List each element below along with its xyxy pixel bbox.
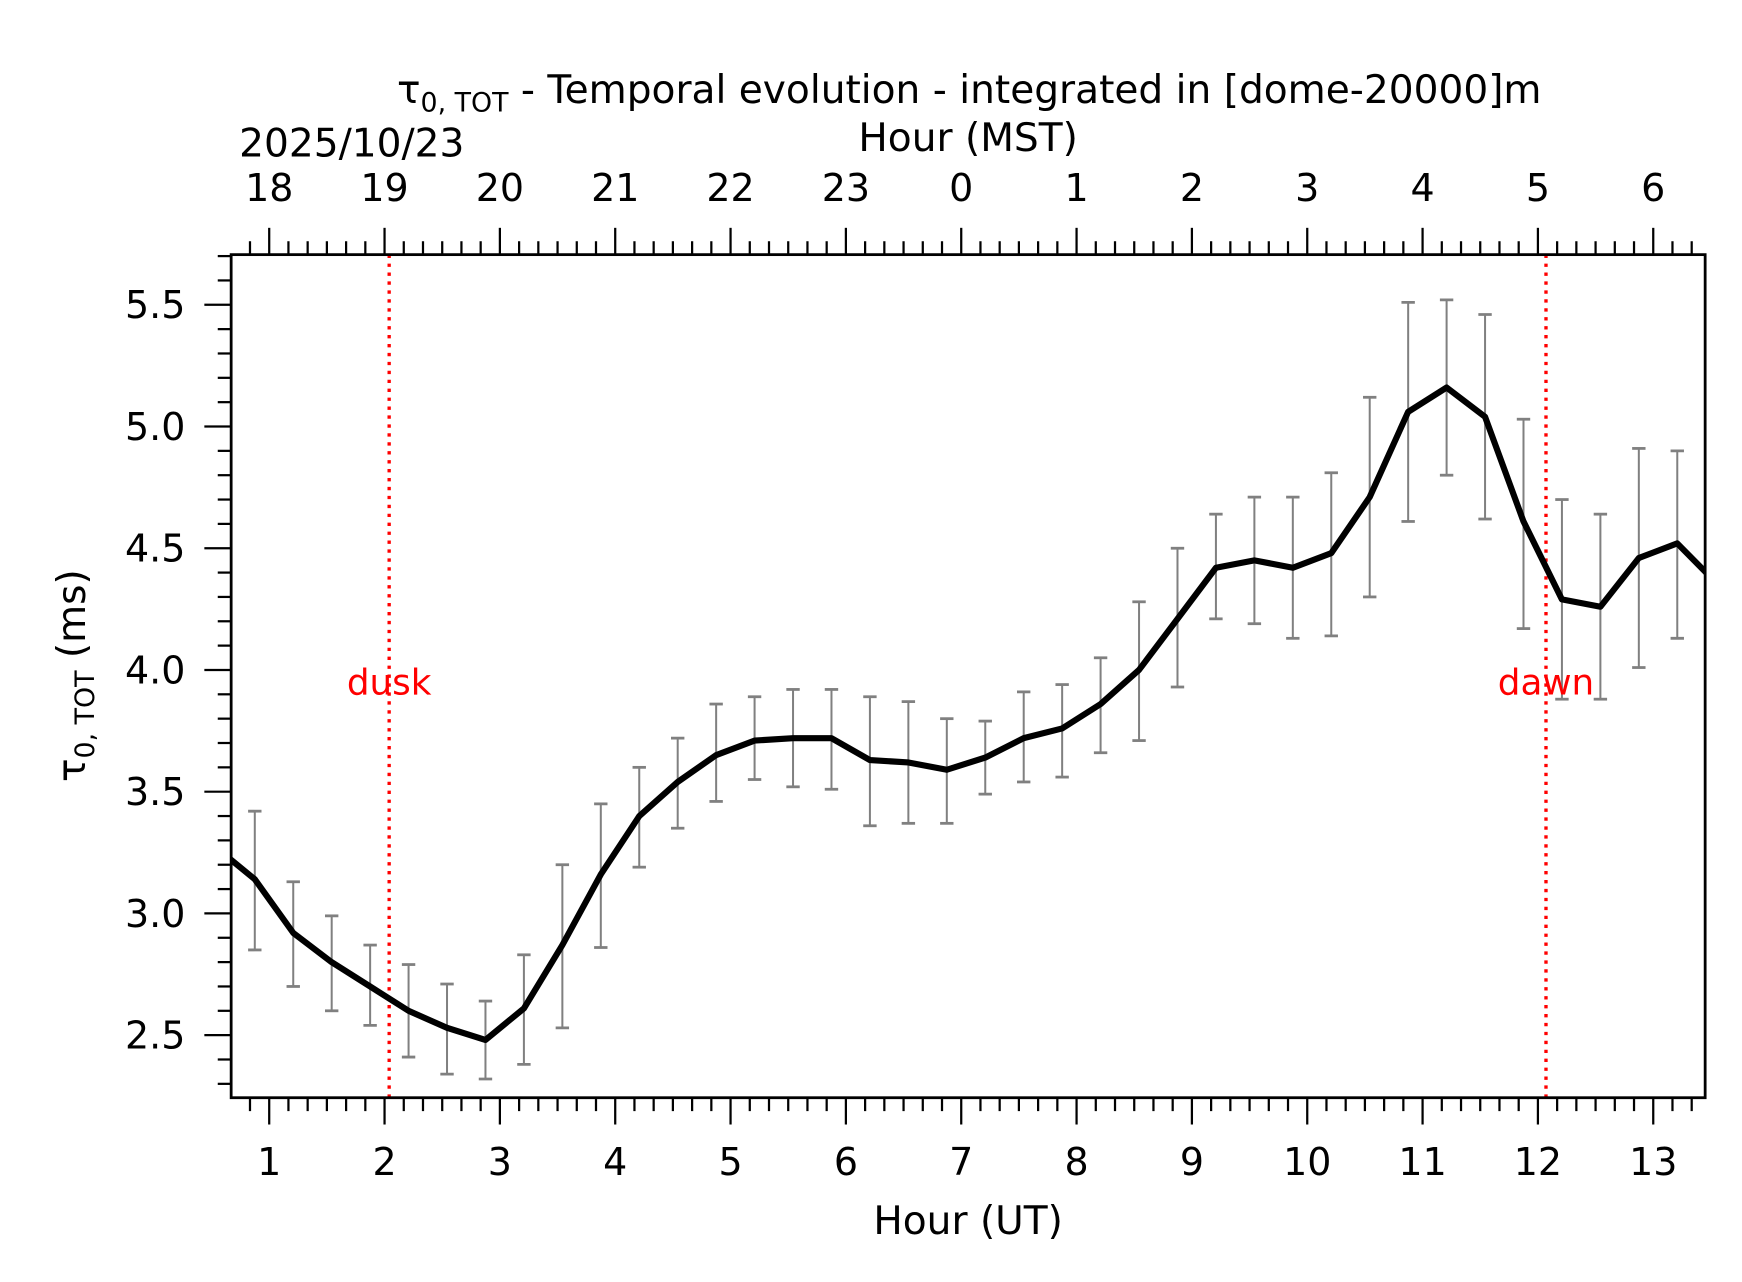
y-tick-label: 3.0 [125, 892, 185, 936]
error-bars [248, 298, 1684, 1081]
x2-tick-label: 19 [360, 166, 408, 210]
x2-axis-label: Hour (MST) [858, 116, 1077, 161]
x2-tick-label: 4 [1410, 166, 1434, 210]
y-axis-label: τ0, TOT (ms) [50, 569, 101, 782]
series-lines [231, 384, 1706, 1044]
x-tick-label: 8 [1064, 1140, 1088, 1184]
x2-tick-label: 2 [1180, 166, 1204, 210]
x-tick-label: 9 [1180, 1140, 1204, 1184]
x2-tick-label: 20 [476, 166, 524, 210]
x-tick-label: 6 [834, 1140, 858, 1184]
x2-tick-label: 18 [245, 166, 293, 210]
x-tick-label: 2 [372, 1140, 396, 1184]
series-line-tau0_tot [231, 384, 1706, 1044]
y-tick-label: 3.5 [125, 770, 185, 814]
markers [387, 254, 1548, 1098]
x2-tick-label: 1 [1064, 166, 1088, 210]
x-tick-label: 5 [718, 1140, 742, 1184]
x-tick-label: 7 [949, 1140, 973, 1184]
chart-title: τ0, TOT - Temporal evolution - integrate… [397, 68, 1541, 119]
y-tick-label: 4.0 [125, 648, 185, 692]
dusk-label: dusk [347, 662, 432, 703]
axis-ticks [204, 227, 1693, 1125]
x-tick-label: 10 [1283, 1140, 1331, 1184]
plot-frame [229, 253, 1707, 1100]
x-tick-label: 4 [603, 1140, 627, 1184]
date-label: 2025/10/23 [239, 121, 464, 166]
x-tick-label: 1 [257, 1140, 281, 1184]
x-tick-label: 13 [1629, 1140, 1677, 1184]
y-tick-label: 4.5 [125, 527, 185, 571]
x2-tick-label: 6 [1641, 166, 1665, 210]
x-tick-label: 3 [488, 1140, 512, 1184]
x2-tick-label: 3 [1295, 166, 1319, 210]
x2-tick-label: 22 [706, 166, 754, 210]
x2-tick-label: 23 [822, 166, 870, 210]
y-tick-label: 2.5 [125, 1014, 185, 1058]
x2-tick-label: 0 [949, 166, 973, 210]
y-tick-label: 5.5 [125, 283, 185, 327]
x-tick-label: 12 [1514, 1140, 1562, 1184]
dawn-label: dawn [1498, 662, 1594, 703]
y-tick-label: 5.0 [125, 405, 185, 449]
x-axis-label: Hour (UT) [873, 1199, 1063, 1244]
x2-tick-label: 5 [1526, 166, 1550, 210]
x2-tick-label: 21 [591, 166, 639, 210]
x-tick-label: 11 [1398, 1140, 1446, 1184]
